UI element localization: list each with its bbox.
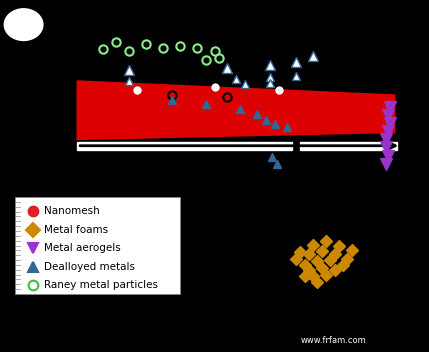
Polygon shape: [166, 139, 171, 143]
Polygon shape: [360, 134, 365, 139]
Polygon shape: [260, 137, 265, 142]
Polygon shape: [124, 140, 130, 144]
Polygon shape: [377, 134, 383, 139]
Text: Metal foams: Metal foams: [44, 225, 108, 235]
Polygon shape: [83, 141, 89, 145]
Polygon shape: [212, 138, 218, 142]
Polygon shape: [336, 135, 341, 140]
Polygon shape: [101, 140, 106, 145]
Polygon shape: [195, 138, 201, 143]
Polygon shape: [107, 140, 112, 145]
Text: Raney metal particles: Raney metal particles: [44, 280, 158, 290]
Polygon shape: [206, 138, 212, 143]
Polygon shape: [177, 139, 183, 143]
Polygon shape: [230, 137, 236, 142]
Polygon shape: [312, 136, 318, 140]
Polygon shape: [118, 140, 124, 144]
Circle shape: [4, 9, 43, 40]
Polygon shape: [218, 138, 224, 142]
Bar: [300, 142, 397, 150]
Polygon shape: [277, 136, 283, 141]
Polygon shape: [318, 136, 324, 140]
Polygon shape: [342, 135, 347, 139]
Polygon shape: [283, 136, 289, 141]
Text: Dealloyed metals: Dealloyed metals: [44, 262, 135, 272]
Polygon shape: [77, 81, 395, 141]
Polygon shape: [160, 139, 165, 144]
Polygon shape: [371, 134, 377, 139]
Polygon shape: [347, 135, 353, 139]
Polygon shape: [242, 137, 248, 142]
Polygon shape: [154, 139, 160, 144]
Polygon shape: [271, 137, 277, 141]
Polygon shape: [301, 136, 306, 140]
Polygon shape: [224, 138, 230, 142]
Polygon shape: [112, 140, 118, 145]
Bar: [15, 197, 180, 294]
Polygon shape: [383, 134, 389, 139]
Polygon shape: [130, 140, 136, 144]
Polygon shape: [289, 136, 295, 141]
Polygon shape: [254, 137, 260, 142]
Polygon shape: [148, 139, 154, 144]
Polygon shape: [266, 137, 271, 141]
Polygon shape: [89, 140, 95, 145]
Polygon shape: [136, 139, 142, 144]
Polygon shape: [248, 137, 254, 142]
Bar: [77, 142, 292, 150]
Polygon shape: [236, 137, 242, 142]
Polygon shape: [330, 135, 336, 140]
Text: Metal aerogels: Metal aerogels: [44, 243, 121, 253]
Polygon shape: [189, 138, 195, 143]
Polygon shape: [389, 134, 395, 138]
Polygon shape: [201, 138, 206, 143]
Polygon shape: [324, 135, 330, 140]
Polygon shape: [365, 134, 371, 139]
Polygon shape: [142, 139, 148, 144]
Polygon shape: [171, 139, 177, 143]
Polygon shape: [95, 140, 101, 145]
Polygon shape: [353, 135, 360, 139]
Polygon shape: [77, 141, 83, 145]
Text: Nanomesh: Nanomesh: [44, 206, 100, 216]
Text: www.frfam.com: www.frfam.com: [300, 336, 366, 345]
Polygon shape: [295, 136, 300, 140]
Polygon shape: [183, 138, 189, 143]
Polygon shape: [306, 136, 312, 140]
